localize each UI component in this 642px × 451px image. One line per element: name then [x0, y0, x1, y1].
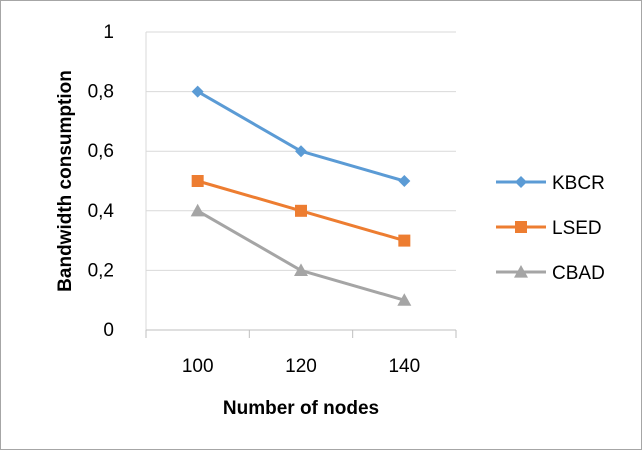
data-point-cbad — [397, 293, 412, 306]
data-point-lsed — [295, 204, 307, 217]
series-line-cbad — [196, 209, 405, 302]
y-tick-label: 0,2 — [88, 260, 114, 281]
data-point-lsed — [191, 175, 204, 187]
series-cbad — [190, 203, 412, 306]
data-point-lsed — [398, 234, 411, 247]
legend-marker-kbcr — [515, 176, 527, 188]
legend-item-kbcr: KBCR — [496, 173, 605, 194]
legend-marker-lsed — [515, 221, 527, 233]
x-tick-label: 120 — [285, 356, 317, 377]
data-point-kbcr — [191, 85, 204, 98]
y-tick-label: 0,8 — [88, 82, 114, 103]
data-point-cbad — [190, 203, 205, 217]
x-tick-label: 140 — [388, 356, 420, 377]
y-tick-labels: 0 0,2 0,4 0,6 0,8 1 — [88, 22, 115, 341]
data-point-cbad — [294, 263, 308, 276]
y-tick-label: 0,6 — [88, 141, 114, 162]
y-tick-label: 0,4 — [88, 201, 115, 222]
data-point-kbcr — [295, 145, 307, 158]
x-tick-label: 100 — [182, 356, 214, 377]
legend: KBCR LSED CBAD — [496, 173, 605, 284]
data-point-kbcr — [398, 175, 411, 187]
axes — [145, 32, 457, 338]
y-axis-title: Bandwidth consumption — [55, 70, 76, 292]
series-kbcr — [191, 85, 411, 187]
series-lines — [190, 85, 412, 306]
x-tick-labels: 100 120 140 — [182, 356, 420, 377]
legend-item-lsed: LSED — [496, 218, 602, 239]
series-lsed — [191, 175, 411, 247]
legend-marker-cbad — [514, 265, 528, 278]
legend-label-lsed: LSED — [552, 218, 602, 239]
legend-label-kbcr: KBCR — [552, 173, 605, 194]
series-line-kbcr — [196, 90, 405, 183]
y-tick-label: 1 — [103, 22, 114, 43]
legend-item-cbad: CBAD — [496, 263, 605, 284]
legend-label-cbad: CBAD — [552, 263, 605, 284]
y-tick-label: 0 — [103, 320, 114, 341]
x-axis-title: Number of nodes — [223, 398, 379, 419]
